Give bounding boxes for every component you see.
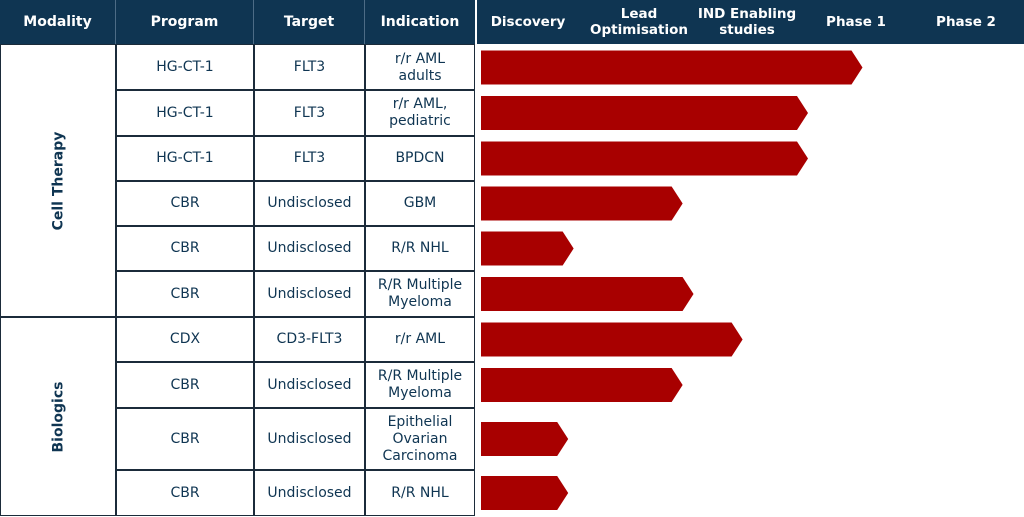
row-program: CBR <box>170 430 200 447</box>
row-program: CBR <box>170 376 200 393</box>
row-divider <box>115 225 475 227</box>
row-target: FLT3 <box>293 59 326 75</box>
stage-label: Phase 2 <box>936 14 996 30</box>
progress-bar <box>481 141 808 176</box>
row-target: FLT3 <box>293 104 326 121</box>
row-indication: BPDCN <box>395 150 445 166</box>
row-indication: Epithelial Ovarian Carcinoma <box>382 413 458 464</box>
row-program: CBR <box>170 484 200 501</box>
row-divider <box>115 135 475 137</box>
row-program: CBR <box>170 240 200 256</box>
table-divider <box>253 44 255 516</box>
row-target: Undisclosed <box>267 195 352 211</box>
row-program: CDX <box>169 331 201 347</box>
header-program: Program <box>116 0 254 44</box>
progress-bar <box>481 322 743 357</box>
row-target: FLT3 <box>293 150 326 166</box>
row-target: Undisclosed <box>267 376 352 393</box>
row-indication: R/R NHL <box>391 240 449 256</box>
group-divider <box>0 316 475 318</box>
progress-bar <box>481 422 569 456</box>
stage-label: IND Enabling studies <box>697 6 797 38</box>
progress-bar <box>481 277 694 311</box>
row-program: CBR <box>170 195 200 211</box>
row-target: Undisclosed <box>267 430 352 447</box>
row-divider <box>115 180 475 182</box>
header-modality: Modality <box>0 0 116 44</box>
progress-bar <box>481 96 808 130</box>
row-indication: r/r AML, pediatric <box>389 96 451 129</box>
row-target: Undisclosed <box>267 240 352 256</box>
pipeline-table <box>0 44 475 516</box>
progress-bar <box>481 476 569 510</box>
row-divider <box>115 270 475 272</box>
row-indication: R/R Multiple Myeloma <box>377 368 463 401</box>
row-indication: R/R Multiple Myeloma <box>377 277 463 310</box>
header-target: Target <box>254 0 365 44</box>
stage-label: Discovery <box>490 14 566 30</box>
row-program: HG-CT-1 <box>156 150 214 166</box>
stage-label: Lead Optimisation <box>589 6 689 38</box>
stage-header-band <box>477 0 1024 44</box>
progress-bar <box>481 186 683 221</box>
row-divider <box>115 469 475 471</box>
header-indication: Indication <box>365 0 475 44</box>
row-target: Undisclosed <box>267 285 352 302</box>
progress-bar <box>481 50 863 85</box>
row-indication: R/R NHL <box>391 484 449 501</box>
row-divider <box>115 89 475 91</box>
row-divider <box>115 407 475 409</box>
progress-bar <box>481 231 574 266</box>
stage-label: Phase 1 <box>826 14 886 30</box>
progress-bar <box>481 368 683 402</box>
row-divider <box>115 361 475 363</box>
row-program: HG-CT-1 <box>156 59 214 75</box>
row-indication: r/r AML <box>394 331 446 347</box>
row-program: HG-CT-1 <box>156 104 214 121</box>
row-indication: r/r AML adults <box>394 50 446 84</box>
row-target: Undisclosed <box>267 484 352 501</box>
row-program: CBR <box>170 285 200 302</box>
row-target: CD3-FLT3 <box>276 331 343 347</box>
table-divider <box>364 44 366 516</box>
row-indication: GBM <box>403 195 437 211</box>
table-divider <box>115 44 117 516</box>
